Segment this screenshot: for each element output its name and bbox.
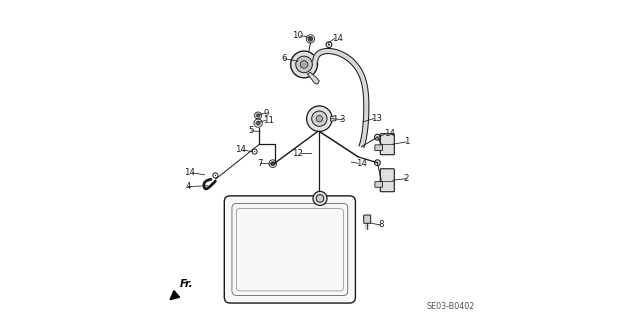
Circle shape [215,175,216,176]
Text: 5: 5 [248,126,253,135]
Text: 14: 14 [184,168,195,177]
Text: 8: 8 [378,220,383,229]
Text: 13: 13 [371,114,382,123]
Polygon shape [330,115,336,121]
Text: 3: 3 [340,115,345,124]
Circle shape [256,113,260,118]
Circle shape [316,115,323,122]
Text: 14: 14 [384,129,395,138]
Text: 10: 10 [292,31,303,40]
Circle shape [376,136,378,138]
Text: SE03-B0402: SE03-B0402 [426,302,475,311]
Text: 11: 11 [263,116,274,125]
Text: 6: 6 [282,54,287,63]
Text: 14: 14 [235,145,246,154]
Text: 2: 2 [404,174,409,183]
FancyBboxPatch shape [375,182,383,187]
FancyBboxPatch shape [380,169,394,192]
Text: 14: 14 [356,159,367,168]
Circle shape [312,111,327,126]
Text: 7: 7 [258,159,263,168]
Circle shape [270,161,275,166]
Polygon shape [313,48,369,148]
Text: Fr.: Fr. [180,279,193,289]
Circle shape [291,51,317,78]
Circle shape [328,44,330,46]
Circle shape [376,162,378,164]
FancyBboxPatch shape [375,145,383,151]
Text: 12: 12 [292,149,303,158]
FancyBboxPatch shape [224,196,355,303]
Text: 9: 9 [263,109,269,118]
FancyBboxPatch shape [364,215,371,223]
Circle shape [307,106,332,131]
Circle shape [296,56,312,73]
Polygon shape [307,72,319,84]
FancyBboxPatch shape [380,134,394,155]
Text: 4: 4 [186,182,191,191]
Circle shape [255,121,260,126]
Circle shape [254,151,255,152]
Circle shape [316,195,324,202]
Text: 14: 14 [332,34,343,43]
Circle shape [300,61,308,68]
Circle shape [313,191,327,205]
Circle shape [308,36,314,42]
Text: 1: 1 [404,137,409,146]
